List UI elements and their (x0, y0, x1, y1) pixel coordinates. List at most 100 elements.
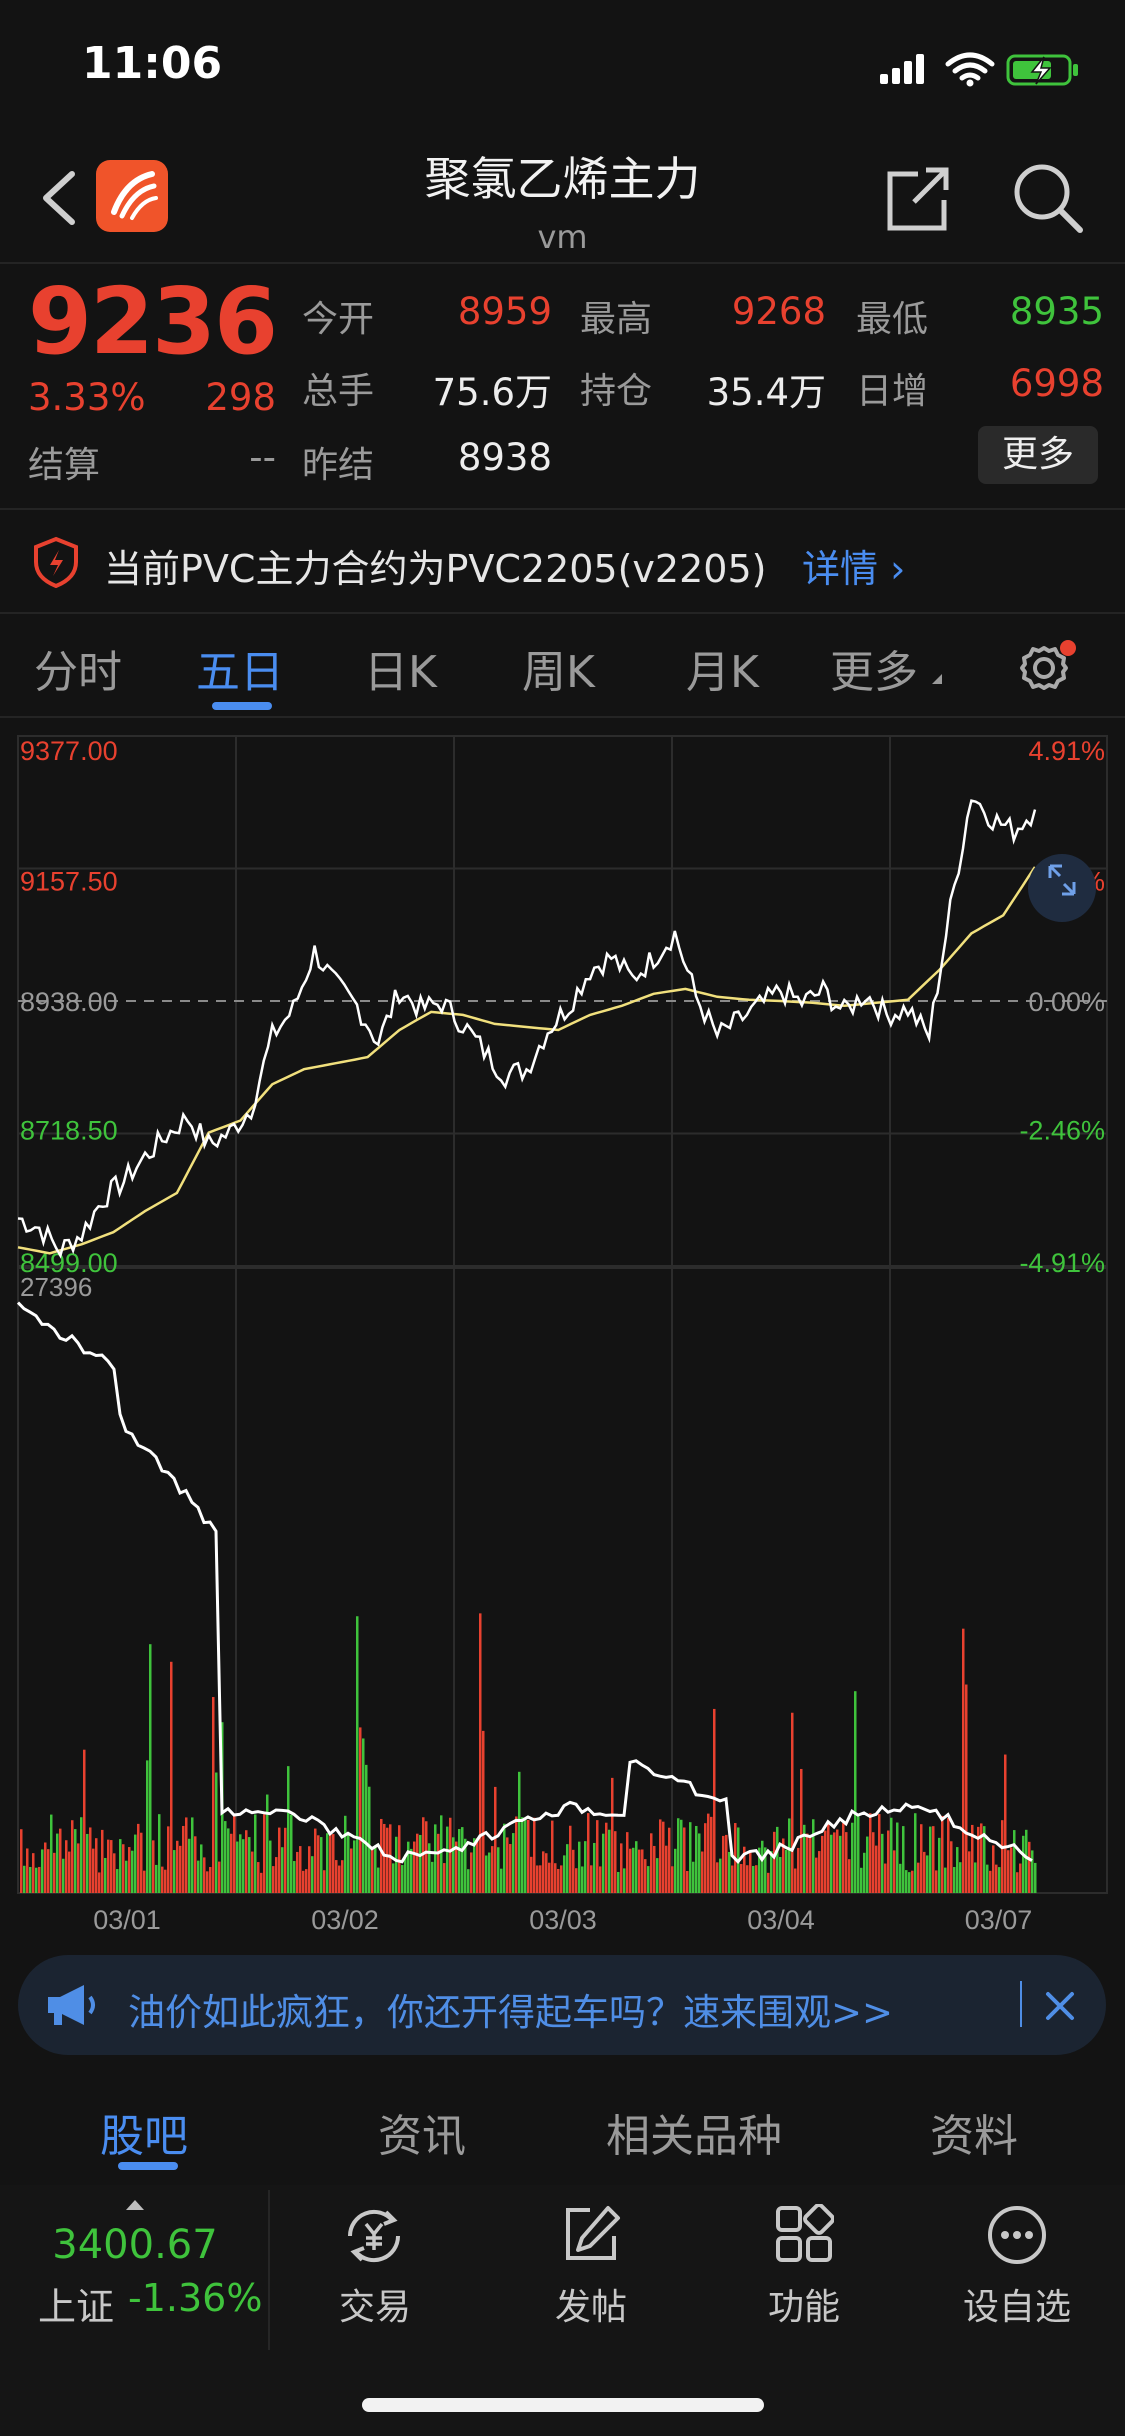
volume-bar (761, 1840, 764, 1893)
volume-bar (914, 1813, 917, 1893)
volume-bar (896, 1822, 899, 1893)
gear-icon[interactable] (1018, 638, 1078, 698)
tab-more-caret-icon (932, 674, 942, 684)
volume-bar (59, 1828, 62, 1893)
close-icon[interactable] (1042, 1988, 1078, 2024)
volume-bar (140, 1832, 143, 1893)
tab-item[interactable]: 分时 (34, 647, 122, 698)
volume-bar (683, 1827, 686, 1893)
more-dots-icon[interactable] (986, 2204, 1048, 2266)
grid-icon[interactable] (774, 2204, 834, 2264)
notice-detail-link[interactable]: 详情 › (802, 547, 906, 591)
signal-icon (880, 54, 924, 84)
volume-bar (845, 1832, 848, 1893)
promo-banner[interactable] (18, 1955, 1106, 2055)
volume-bar (380, 1818, 383, 1893)
page-subtitle: vm (537, 218, 588, 256)
tab-item[interactable]: 日K (364, 647, 437, 698)
volume-bar (167, 1826, 170, 1893)
volume-bar (338, 1865, 341, 1893)
tab-item[interactable]: 周K (522, 647, 595, 698)
volume-bar (977, 1826, 980, 1893)
volume-bar (146, 1760, 149, 1893)
volume-bar (347, 1833, 350, 1893)
tab-item[interactable]: 更多 (830, 647, 918, 698)
volume-bar (557, 1868, 560, 1893)
volume-bar (656, 1858, 659, 1893)
bottom-tab-item[interactable]: 资讯 (378, 2111, 466, 2162)
volume-bar (95, 1838, 98, 1893)
volume-bar (278, 1827, 281, 1893)
volume-bar (968, 1851, 971, 1893)
volume-bar (158, 1814, 161, 1893)
nav-item-label[interactable]: 发帖 (554, 2287, 627, 2328)
volume-bar (413, 1841, 416, 1893)
status-time: 11:06 (82, 38, 223, 89)
five-day-chart[interactable]: 9377.00 9157.50 8938.00 8718.50 8499.00 4.91%… (0, 718, 1125, 1946)
tab-item[interactable]: 五日 (196, 647, 284, 698)
volume-bar (251, 1851, 254, 1893)
back-icon[interactable] (38, 168, 78, 228)
volume-bar (659, 1819, 662, 1893)
volume-bar (332, 1834, 335, 1893)
volume-bar (650, 1833, 653, 1893)
volume-bar (239, 1834, 242, 1893)
volume-bar (836, 1829, 839, 1893)
volume-bar (755, 1865, 758, 1893)
volume-bar (875, 1845, 878, 1893)
volume-bar (38, 1866, 41, 1893)
volume-bar (671, 1866, 674, 1893)
volume-bar (770, 1851, 773, 1893)
volume-bar (941, 1815, 944, 1893)
volume-bar (578, 1841, 581, 1893)
volume-bar (341, 1860, 344, 1893)
volume-bar (947, 1818, 950, 1893)
share-icon[interactable] (884, 164, 954, 234)
volume-bar (632, 1847, 635, 1893)
volume-bar (887, 1830, 890, 1893)
bottom-tab-item[interactable]: 相关品种 (606, 2111, 782, 2162)
volume-bar (101, 1829, 104, 1893)
volume-bar (128, 1847, 131, 1893)
volume-max-label: 27396 (20, 1272, 92, 1302)
volume-bar (497, 1847, 500, 1893)
volume-bar (152, 1840, 155, 1893)
volume-bar (500, 1868, 503, 1893)
search-icon[interactable] (1010, 160, 1086, 236)
quote-value: 75.6万 (432, 371, 552, 414)
volume-bar (971, 1824, 974, 1893)
volume-bar (218, 1861, 221, 1893)
nav-item-label[interactable]: 交易 (338, 2287, 411, 2328)
volume-bar (113, 1853, 116, 1893)
volume-bar (446, 1826, 449, 1893)
volume-bar (980, 1823, 983, 1893)
volume-bar (950, 1841, 953, 1893)
more-quote-button[interactable]: 更多 (978, 426, 1098, 484)
index-value[interactable]: 3400.67 (52, 2222, 218, 2268)
volume-bar (527, 1819, 530, 1893)
volume-bar (776, 1826, 779, 1893)
volume-bar (608, 1829, 611, 1893)
volume-bar (701, 1851, 704, 1893)
volume-bar (848, 1859, 851, 1893)
tab-item[interactable]: 月K (686, 647, 759, 698)
bottom-tab-item[interactable]: 股吧 (100, 2111, 188, 2162)
volume-bar (287, 1766, 290, 1893)
expand-icon[interactable] (1028, 854, 1096, 922)
nav-item-label[interactable]: 设自选 (962, 2287, 1071, 2328)
volume-bar (566, 1844, 569, 1893)
volume-bar (350, 1848, 353, 1893)
settle-label: 结算 (28, 445, 101, 486)
volume-bar (767, 1872, 770, 1893)
volume-bar (182, 1825, 185, 1893)
volume-bar (902, 1826, 905, 1893)
nav-item-label[interactable]: 功能 (767, 2287, 840, 2328)
volume-bar (866, 1836, 869, 1893)
volume-bar (965, 1684, 968, 1893)
volume-bar (890, 1817, 893, 1893)
yuan-exchange-icon[interactable] (342, 2206, 408, 2266)
volume-bar (746, 1865, 749, 1893)
volume-bar (266, 1794, 269, 1893)
edit-post-icon[interactable] (560, 2204, 622, 2266)
bottom-tab-item[interactable]: 资料 (930, 2111, 1018, 2162)
